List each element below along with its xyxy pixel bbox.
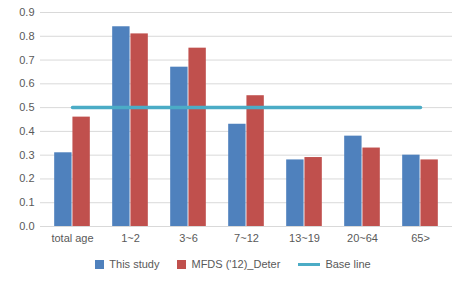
svg-text:3~6: 3~6: [179, 232, 198, 244]
svg-text:1~2: 1~2: [121, 232, 140, 244]
html-text:Base line: Base line: [325, 258, 371, 270]
html-text:This study: This study: [109, 258, 160, 270]
svg-text:13~19: 13~19: [289, 232, 320, 244]
html-text:MFDS ('12)_Deter: MFDS ('12)_Deter: [191, 258, 281, 270]
svg-text:total age: total age: [51, 232, 93, 244]
svg-text:0.7: 0.7: [19, 54, 34, 66]
svg-text:0.2: 0.2: [19, 172, 34, 184]
svg-text:0.8: 0.8: [19, 30, 34, 42]
svg-text:0.6: 0.6: [19, 77, 34, 89]
svg-text:0.1: 0.1: [19, 196, 34, 208]
svg-text:65>: 65>: [411, 232, 430, 244]
svg-text:7~12: 7~12: [234, 232, 259, 244]
svg-text:0.9: 0.9: [19, 6, 34, 18]
svg-text:0.0: 0.0: [19, 220, 34, 232]
svg-text:0.5: 0.5: [19, 101, 34, 113]
svg-text:0.4: 0.4: [19, 125, 34, 137]
svg-text:0.3: 0.3: [19, 149, 34, 161]
svg-text:20~64: 20~64: [347, 232, 378, 244]
